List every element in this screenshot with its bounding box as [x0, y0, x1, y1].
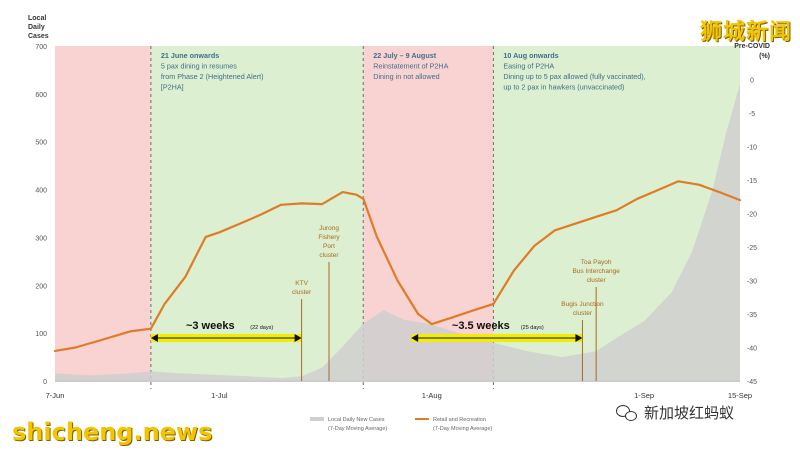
phase-band-red: [55, 46, 151, 381]
y-left-tick-label: 0: [43, 379, 47, 386]
event-label: Toa Payoh: [581, 259, 612, 266]
y-right-tick-label: -20: [747, 212, 757, 219]
phase-detail: Reinstatement of P2HA: [373, 62, 448, 71]
y-right-tick-label: 0: [750, 78, 754, 85]
duration-sub-label: (22 days): [250, 325, 273, 331]
cases-area-series: [55, 84, 740, 382]
annotations: ~3 weeks (22 days) ~3.5 weeks (25 days) KTV c…: [150, 225, 620, 381]
x-tick-label: 1-Sep: [634, 391, 654, 400]
y-left-tick-label: 400: [35, 188, 47, 195]
y-left-axis-label: Cases: [28, 33, 49, 40]
x-tick-label: 15-Sep: [728, 391, 752, 400]
duration-arrow-head-right: [575, 334, 583, 342]
y-left-axis-label: Local: [28, 15, 46, 22]
x-tick-label: 7-Jun: [46, 391, 65, 400]
duration-arrow-head-left: [150, 334, 158, 342]
y-left-tick-label: 200: [35, 283, 47, 290]
y-right-tick-label: -15: [747, 178, 757, 185]
event-label: cluster: [319, 252, 339, 259]
event-label: KTV: [295, 280, 308, 287]
y-left-tick-label: 300: [35, 235, 47, 242]
phase-detail: Dining in not allowed: [373, 72, 439, 81]
event-label: Port: [323, 243, 335, 250]
duration-label: ~3.5 weeks: [452, 320, 510, 332]
y-right-axis-label: Pre-COVID: [734, 43, 770, 50]
phase-detail: Dining up to 5 pax allowed (fully vaccin…: [503, 72, 645, 81]
legend-series-sub: (7-Day Moving Average): [433, 426, 492, 432]
event-label: cluster: [573, 310, 593, 317]
wechat-watermark: 新加坡红蚂蚁: [616, 402, 734, 423]
retail-recreation-line: [53, 180, 742, 352]
x-tick-label: 1-Jul: [211, 391, 228, 400]
duration-arrow-head-right: [294, 334, 302, 342]
phase-detail: from Phase 2 (Heightened Alert): [161, 72, 264, 81]
x-tick-label: 1-Aug: [422, 391, 442, 400]
legend-series-sub: (7-Day Moving Average): [328, 426, 387, 432]
duration-arrow-head-left: [411, 334, 419, 342]
event-label: Jurong: [319, 225, 339, 232]
y-right-tick-label: -40: [747, 346, 757, 353]
phase-title: 22 July – 9 August: [373, 51, 436, 60]
y-right-tick-label: -30: [747, 279, 757, 286]
y-left-tick-label: 600: [35, 92, 47, 99]
wechat-icon: [616, 404, 638, 422]
phase-detail: 5 pax dining in resumes: [161, 62, 237, 71]
y-right-tick-label: -25: [747, 245, 757, 252]
phase-bands: 21 June onwards 5 pax dining in resumesfr…: [55, 46, 740, 389]
duration-sub-label: (25 days): [521, 325, 544, 331]
top-watermark: 狮城新闻: [699, 20, 792, 45]
phase-band-green: [150, 46, 364, 381]
event-label: cluster: [292, 289, 312, 296]
cases-area: [55, 84, 740, 382]
event-label: Fishery: [318, 234, 340, 241]
y-right-tick-label: -5: [749, 111, 755, 118]
y-left-tick-label: 500: [35, 140, 47, 147]
phase-detail: Easing of P2HA: [503, 62, 554, 71]
phase-detail: [P2HA]: [161, 83, 184, 92]
phase-title: 21 June onwards: [161, 51, 219, 60]
legend: Local Daily New Cases (7-Day Moving Avera…: [310, 417, 492, 432]
wechat-account-name: 新加坡红蚂蚁: [644, 404, 735, 422]
event-label: cluster: [587, 277, 607, 284]
legend-swatch-cases: [310, 417, 324, 421]
y-right-tick-label: -45: [747, 379, 757, 386]
y-right-tick-label: -10: [747, 145, 757, 152]
y-left-tick-label: 100: [35, 331, 47, 338]
y-right-tick-label: -35: [747, 312, 757, 319]
y-left-axis-label: Daily: [28, 24, 45, 31]
duration-label: ~3 weeks: [186, 320, 235, 332]
event-label: Bus Interchange: [572, 268, 620, 275]
y-right-axis-label: (%): [759, 53, 770, 60]
mobility-line-series: [53, 180, 742, 352]
legend-series-name: Local Daily New Cases: [328, 417, 385, 423]
bottom-watermark: shicheng.news: [12, 418, 213, 446]
legend-series-name: Retail and Recreation: [433, 417, 486, 423]
event-label: Bugis Junction: [561, 301, 604, 308]
phase-title: 10 Aug onwards: [503, 51, 558, 60]
y-left-tick-label: 700: [35, 44, 47, 51]
phase-detail: up to 2 pax in hawkers (unvaccinated): [503, 83, 624, 92]
